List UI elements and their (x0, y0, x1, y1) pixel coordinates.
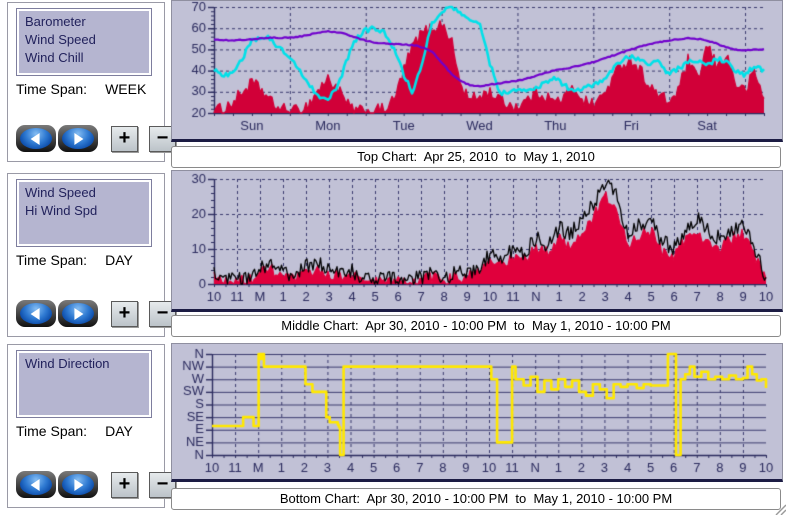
top-chart-canvas (172, 1, 780, 139)
middle-chart-canvas (172, 171, 780, 309)
right-arrow-icon (74, 307, 84, 320)
time-span-value: DAY (105, 252, 133, 268)
time-span-label: Time Span: (16, 252, 88, 268)
middle-chart-caption: Middle Chart: Apr 30, 2010 - 10:00 PM to… (171, 315, 781, 337)
right-arrow-icon (74, 132, 84, 145)
next-button[interactable] (58, 300, 98, 327)
time-span-label: Time Span: (16, 81, 88, 97)
series-item[interactable]: Wind Direction (25, 356, 110, 371)
bottom-chart-canvas (172, 344, 780, 479)
bottom-chart (171, 343, 783, 482)
series-listbox[interactable]: Wind Direction (16, 350, 152, 418)
resize-grip[interactable] (773, 502, 786, 515)
next-button[interactable] (58, 471, 98, 498)
bottom-chart-caption: Bottom Chart: Apr 30, 2010 - 10:00 PM to… (171, 488, 781, 510)
series-item[interactable]: Barometer (25, 14, 86, 29)
series-listbox[interactable]: Barometer Wind Speed Wind Chill (16, 8, 152, 76)
prev-button[interactable] (16, 125, 56, 152)
zoom-in-button[interactable]: + (111, 471, 138, 498)
top-chart (171, 0, 783, 142)
top-chart-controls: Barometer Wind Speed Wind Chill Time Spa… (7, 2, 176, 162)
series-item[interactable]: Wind Speed (25, 32, 96, 47)
middle-chart-controls: Wind Speed Hi Wind Spd Time Span: DAY + − (7, 173, 176, 337)
series-item[interactable]: Wind Chill (25, 50, 84, 65)
series-listbox[interactable]: Wind Speed Hi Wind Spd (16, 179, 152, 247)
left-arrow-icon (30, 307, 40, 320)
series-item[interactable]: Wind Speed (25, 185, 96, 200)
time-span-label: Time Span: (16, 423, 88, 439)
top-chart-caption: Top Chart: Apr 25, 2010 to May 1, 2010 (171, 146, 781, 168)
bottom-chart-controls: Wind Direction Time Span: DAY + − (7, 344, 176, 508)
zoom-in-button[interactable]: + (111, 125, 138, 152)
prev-button[interactable] (16, 471, 56, 498)
zoom-in-button[interactable]: + (111, 300, 138, 327)
left-arrow-icon (30, 132, 40, 145)
middle-chart (171, 170, 783, 312)
time-span-value: WEEK (105, 81, 147, 97)
series-item[interactable]: Hi Wind Spd (25, 203, 98, 218)
prev-button[interactable] (16, 300, 56, 327)
next-button[interactable] (58, 125, 98, 152)
left-arrow-icon (30, 478, 40, 491)
right-arrow-icon (74, 478, 84, 491)
time-span-value: DAY (105, 423, 133, 439)
